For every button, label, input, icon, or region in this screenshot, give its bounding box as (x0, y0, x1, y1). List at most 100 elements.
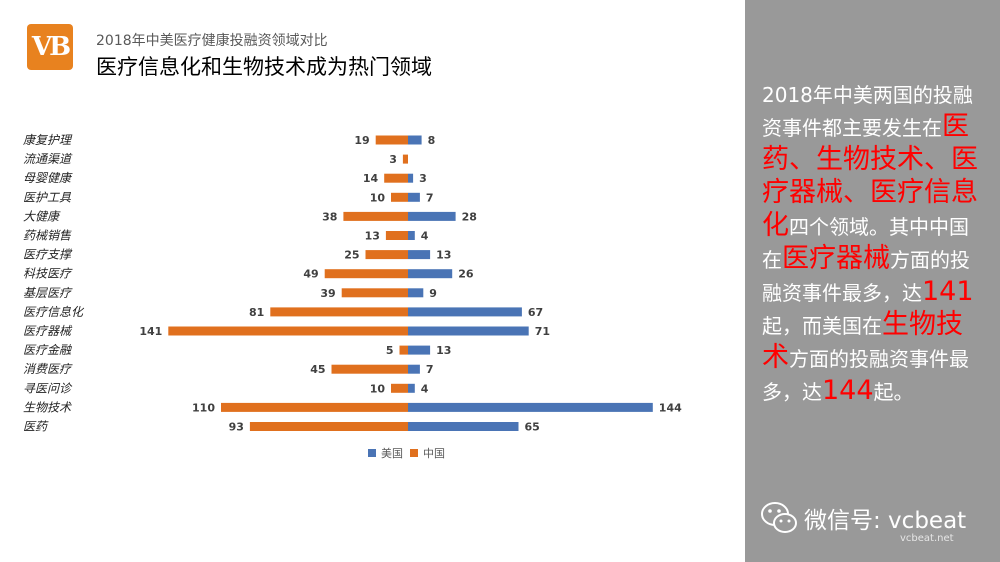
wechat-badge: 微信号: vcbeat (760, 500, 966, 536)
data-label-china: 14 (363, 172, 379, 185)
bar-us (408, 192, 420, 202)
summary-segment: 起，而美国在 (762, 314, 882, 338)
main-panel: VB 2018年中美医疗健康投融资领域对比 医疗信息化和生物技术成为热门领域 康… (23, 24, 683, 460)
data-label-us: 67 (528, 306, 543, 319)
bar-us (408, 250, 431, 260)
data-label-china: 10 (370, 382, 386, 395)
summary-highlight: 生物技术 (762, 309, 963, 373)
category-label: 医疗信息化 (23, 305, 85, 319)
data-label-china: 3 (389, 153, 397, 166)
data-label-us: 26 (458, 268, 474, 281)
summary-highlight: 医疗器械 (782, 243, 890, 274)
data-label-china: 13 (365, 230, 380, 243)
bar-us (408, 307, 522, 317)
bar-us (408, 402, 653, 412)
data-label-us: 4 (421, 382, 429, 395)
data-label-china: 39 (320, 287, 335, 300)
category-label: 康复护理 (23, 133, 73, 147)
data-label-china: 5 (386, 344, 394, 357)
bar-us (408, 383, 415, 393)
data-label-us: 7 (426, 363, 434, 376)
category-label: 医疗金融 (23, 343, 72, 357)
wechat-icon (761, 502, 797, 533)
summary-segment: 2018年中美两国的投融资事件都主要发生在 (762, 83, 973, 140)
data-label-us: 65 (525, 421, 540, 434)
bar-us (408, 288, 424, 298)
data-label-china: 49 (303, 268, 318, 281)
legend-label-us: 美国 (381, 447, 403, 460)
data-label-china: 19 (354, 134, 369, 147)
category-label: 科技医疗 (23, 267, 73, 281)
summary-highlight: 144 (822, 375, 874, 406)
data-label-china: 81 (249, 306, 264, 319)
category-label: 医疗支撑 (23, 248, 73, 262)
summary-highlight: 医药、生物技术、医疗器械、医疗信息化 (762, 111, 978, 241)
bar-china (375, 135, 408, 145)
data-label-china: 93 (229, 421, 244, 434)
category-label: 母婴健康 (23, 171, 73, 185)
vb-logo: VB (27, 24, 73, 70)
summary-segment: 起。 (873, 380, 914, 404)
category-label: 流通渠道 (23, 152, 73, 166)
data-label-china: 10 (370, 191, 386, 204)
category-label: 医疗器械 (23, 324, 73, 338)
bar-china (399, 345, 408, 355)
bar-us (408, 211, 456, 221)
data-label-us: 71 (535, 325, 550, 338)
category-label: 医护工具 (23, 190, 72, 204)
bar-china (391, 383, 408, 393)
bar-china (249, 422, 408, 431)
bar-china (331, 364, 408, 374)
bar-china (168, 326, 408, 336)
wechat-label: 微信号: vcbeat (804, 508, 967, 534)
category-label: 生物技术 (23, 400, 72, 414)
bar-china (384, 173, 408, 183)
summary-segment: 四个领域。其中中国在 (762, 215, 969, 272)
data-label-us: 9 (429, 287, 437, 300)
page-title: 医疗信息化和生物技术成为热门领域 (96, 55, 432, 79)
summary-segment: 方面的投融资事件最多，达 (762, 347, 969, 404)
bar-china (391, 192, 408, 202)
bar-china (402, 154, 408, 164)
summary-segment: 方面的投融资事件最多，达 (762, 248, 970, 305)
bar-china (365, 250, 408, 260)
data-label-china: 25 (344, 249, 359, 262)
bar-us (408, 326, 529, 336)
category-label: 药械销售 (23, 229, 72, 243)
category-label: 大健康 (23, 209, 61, 223)
category-label: 医药 (23, 420, 49, 434)
page-subtitle: 2018年中美医疗健康投融资领域对比 (96, 33, 328, 49)
data-label-us: 4 (421, 230, 429, 243)
summary-highlight: 141 (922, 276, 974, 307)
category-label: 基层医疗 (23, 286, 73, 300)
bar-us (408, 364, 420, 374)
legend-swatch-us (368, 449, 376, 457)
data-label-china: 141 (139, 325, 162, 338)
bar-china (341, 288, 408, 298)
bar-china (385, 231, 408, 240)
category-label: 寻医问诊 (23, 381, 73, 395)
bar-us (408, 173, 414, 183)
bar-us (408, 231, 415, 240)
legend-label-china: 中国 (423, 447, 445, 460)
data-label-us: 8 (428, 134, 436, 147)
data-label-us: 28 (462, 210, 477, 223)
data-label-us: 144 (659, 401, 682, 414)
data-label-us: 13 (436, 249, 451, 262)
summary-text: 2018年中美两国的投融资事件都主要发生在医药、生物技术、医疗器械、医疗信息化四… (762, 80, 984, 408)
data-label-us: 13 (436, 344, 451, 357)
bar-us (408, 269, 453, 279)
data-label-china: 110 (192, 401, 215, 414)
bar-us (408, 422, 519, 431)
data-label-china: 45 (310, 363, 325, 376)
summary-sidebar (745, 0, 1000, 562)
data-label-us: 7 (426, 191, 434, 204)
bar-china (343, 211, 408, 221)
bar-us (408, 345, 431, 355)
data-label-china: 38 (322, 210, 337, 223)
diverging-bar-chart: 康复护理 19 8 流通渠道 3 母婴健康 14 3 医护工具 10 7 大健康 38 28 药械销售 13 4… (23, 133, 682, 460)
bar-us (408, 135, 422, 145)
bar-china (324, 269, 408, 279)
data-label-us: 3 (419, 172, 427, 185)
legend-swatch-china (410, 449, 418, 457)
